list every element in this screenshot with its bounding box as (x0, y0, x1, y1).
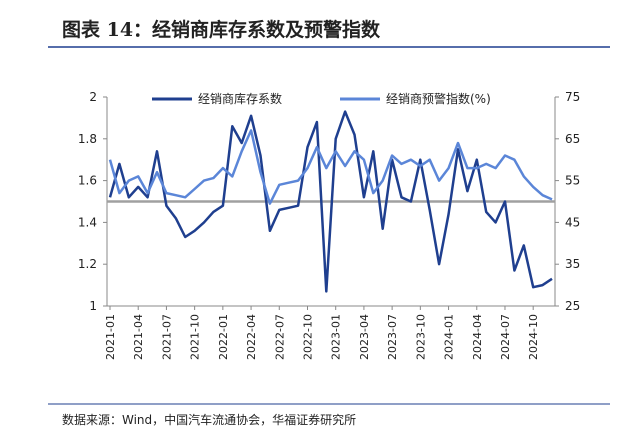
chart-title: 图表 14：经销商库存系数及预警指数 (62, 18, 381, 41)
x-tick-label: 2022-10 (301, 314, 314, 360)
y-tick-label: 1.6 (78, 174, 97, 188)
legend-label: 经销商库存系数 (198, 91, 282, 106)
y2-tick-label: 55 (565, 174, 580, 188)
source: 数据来源：Wind，中国汽车流通协会，华福证券研究所 (62, 412, 356, 427)
y2-tick-label: 35 (565, 257, 580, 271)
x-tick-label: 2023-01 (330, 314, 343, 360)
x-tick-label: 2022-01 (217, 314, 230, 360)
x-tick-label: 2024-07 (499, 314, 512, 360)
y-tick-label: 1 (89, 299, 97, 313)
x-tick-label: 2024-01 (443, 314, 456, 360)
x-tick-label: 2022-07 (273, 314, 286, 360)
y2-tick-label: 65 (565, 132, 580, 146)
legend-label: 经销商预警指数(%) (386, 91, 491, 106)
y-tick-label: 2 (89, 90, 97, 104)
y2-tick-label: 25 (565, 299, 580, 313)
x-tick-label: 2023-04 (358, 314, 371, 360)
x-tick-label: 2023-07 (386, 314, 399, 360)
y-tick-label: 1.8 (78, 132, 97, 146)
x-tick-label: 2024-10 (527, 314, 540, 360)
x-tick-label: 2021-10 (189, 314, 202, 360)
y2-tick-label: 75 (565, 90, 580, 104)
x-tick-label: 2022-04 (245, 314, 258, 360)
x-tick-label: 2024-04 (471, 314, 484, 360)
series-line (108, 129, 553, 205)
y2-tick-label: 45 (565, 215, 580, 229)
y-tick-label: 1.4 (78, 215, 97, 229)
y-tick-label: 1.2 (78, 257, 97, 271)
x-tick-label: 2023-10 (414, 314, 427, 360)
x-tick-label: 2021-04 (132, 314, 145, 360)
x-tick-label: 2021-01 (104, 314, 117, 360)
x-tick-label: 2021-07 (160, 314, 173, 360)
